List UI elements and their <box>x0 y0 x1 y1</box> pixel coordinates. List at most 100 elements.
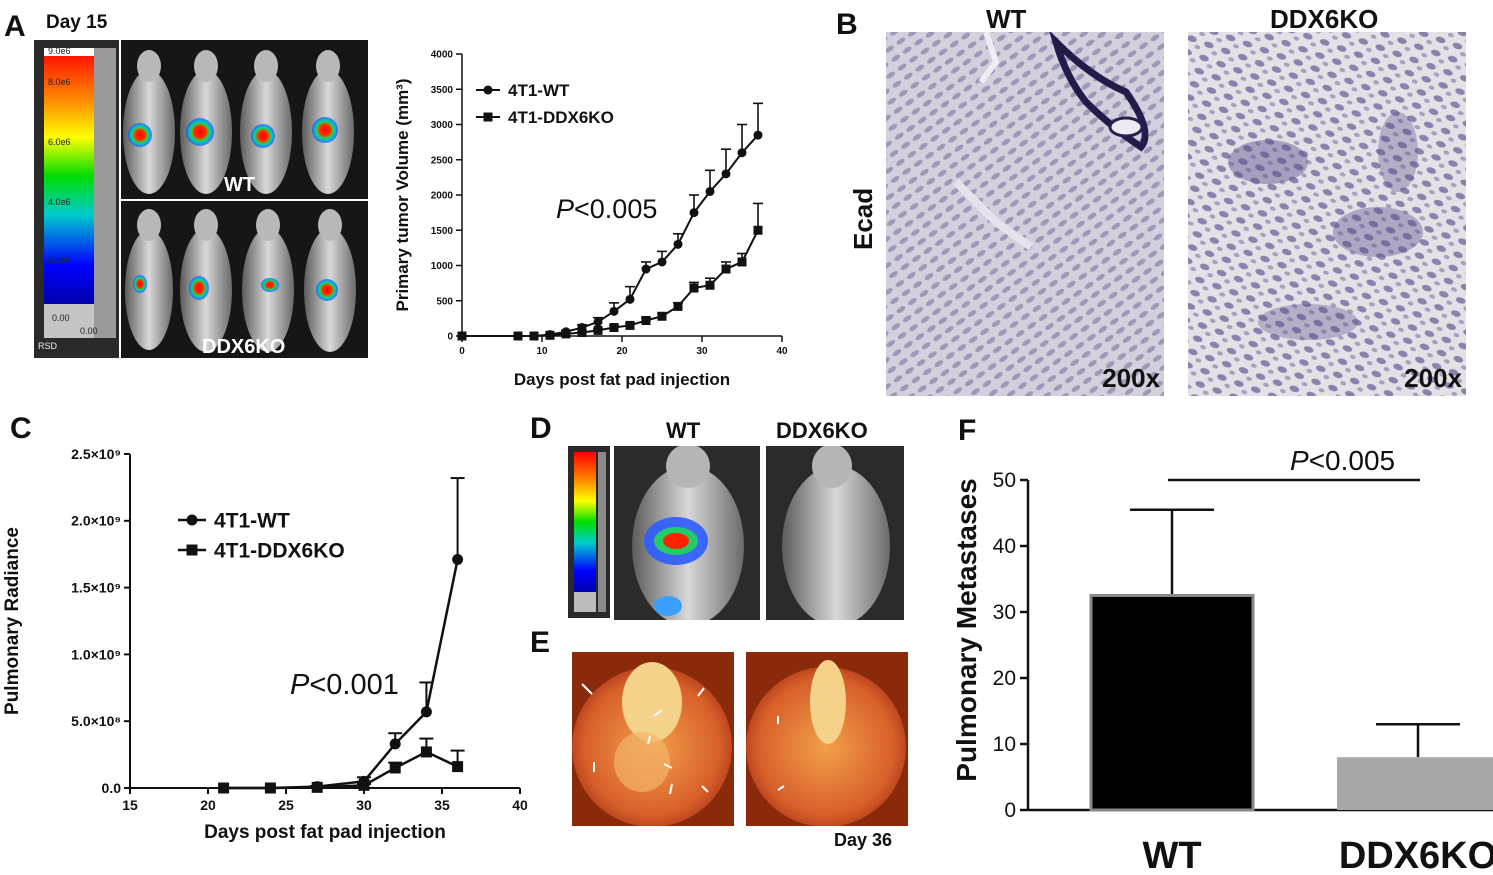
scale-label: 2.0e6 <box>48 255 71 265</box>
tumor-volume-chart: 0 500 1000 1500 2000 2500 3000 3500 4000 0 10 20 30 4… <box>393 50 788 390</box>
data-point <box>389 762 401 774</box>
y-tick-label: 1.0×10⁹ <box>71 646 121 662</box>
data-point <box>705 280 715 290</box>
data-point <box>657 311 667 321</box>
y-tick-label: 1000 <box>431 261 454 272</box>
histology-image-wt: 200x <box>886 32 1164 396</box>
y-tick-label: 3000 <box>431 120 454 131</box>
y-tick-label: 0 <box>447 332 453 343</box>
y-tick-label: 5.0×10⁸ <box>71 713 121 729</box>
x-tick-label: 25 <box>278 797 294 813</box>
ivis-image-wt-d <box>614 446 760 620</box>
x-tick-label: 10 <box>536 346 548 357</box>
x-category-label: WT <box>1142 835 1201 875</box>
x-category-label: DDX6KO <box>1339 835 1493 875</box>
data-point <box>609 323 619 333</box>
x-tick-label: 20 <box>200 797 216 813</box>
scale-label-bottom: 0.00 <box>80 326 98 336</box>
legend-label: 4T1-DDX6KO <box>508 108 614 127</box>
data-point <box>545 330 555 340</box>
data-point <box>457 331 467 341</box>
bar-ddx6ko <box>1337 757 1493 810</box>
group-label-wt: WT <box>224 174 256 196</box>
data-point <box>311 781 323 793</box>
data-point <box>264 782 276 794</box>
ivis-image-panel-a: 9.0e6 8.0e6 6.0e6 4.0e6 2.0e6 0.00 0.00 … <box>34 40 368 358</box>
y-tick-label: 0.0 <box>102 780 122 796</box>
data-point <box>609 306 619 316</box>
data-point <box>420 746 432 758</box>
data-point <box>657 257 667 267</box>
y-tick-label: 1.5×10⁹ <box>71 580 121 596</box>
y-axis-label: Pulmonary Metastases <box>951 478 982 781</box>
data-point <box>452 761 464 773</box>
lung-image-wt <box>572 652 734 826</box>
group-label-ddx6ko: DDX6KO <box>202 336 286 358</box>
y-tick-label: 4000 <box>431 50 454 61</box>
scale-bar-d <box>568 446 610 618</box>
data-point <box>625 320 635 330</box>
data-point <box>593 325 603 335</box>
data-point <box>641 315 651 325</box>
data-point <box>358 779 370 791</box>
data-point <box>721 264 731 274</box>
lung-image-ddx6ko <box>746 652 908 826</box>
data-point <box>593 317 603 327</box>
legend-marker <box>186 544 198 556</box>
p-value-annotation: P<0.005 <box>556 194 657 224</box>
y-tick-label: 10 <box>993 733 1016 756</box>
data-point <box>577 327 587 337</box>
bar-wt <box>1089 594 1255 812</box>
y-tick-label: 2.5×10⁹ <box>71 446 121 462</box>
panel-letter-c: C <box>10 412 32 445</box>
data-point <box>529 331 539 341</box>
panel-letter-d: D <box>530 412 552 445</box>
x-tick-label: 30 <box>696 346 708 357</box>
x-axis-label: Days post fat pad injection <box>204 822 446 843</box>
legend-label: 4T1-WT <box>214 509 290 532</box>
x-tick-label: 35 <box>434 797 450 813</box>
y-tick-label: 500 <box>436 296 453 307</box>
data-point <box>689 208 699 218</box>
data-point <box>673 239 683 249</box>
legend-marker <box>483 112 493 122</box>
panel-letter-b: B <box>836 8 858 41</box>
metastases-bar-chart: 0 10 20 30 40 50 Pulmonary Metastases WT DDX6KO P… <box>951 445 1493 875</box>
data-point <box>689 283 699 293</box>
y-tick-label: 2500 <box>431 155 454 166</box>
day-label-e: Day 36 <box>834 830 893 850</box>
y-axis-label: Pulmonary Radiance <box>2 527 23 715</box>
histology-image-ddx6ko: 200x <box>1188 32 1466 396</box>
data-point <box>625 294 635 304</box>
data-point <box>753 130 763 140</box>
legend-label: 4T1-DDX6KO <box>214 539 345 562</box>
scale-label-max: 9.0e6 <box>48 46 71 56</box>
y-tick-label: 2.0×10⁹ <box>71 513 121 529</box>
panel-letter-a: A <box>4 10 26 43</box>
p-value-annotation: P<0.001 <box>290 669 399 701</box>
ivis-image-ddx6ko-d <box>766 446 904 620</box>
x-tick-label: 40 <box>512 797 528 813</box>
data-point <box>513 331 523 341</box>
legend-marker <box>186 514 198 526</box>
column-label-ddx6ko: DDX6KO <box>1270 4 1379 34</box>
column-label-ddx6ko-d: DDX6KO <box>776 418 868 443</box>
y-tick-label: 50 <box>993 469 1016 492</box>
data-point <box>561 329 571 339</box>
data-point <box>721 169 731 179</box>
data-point <box>218 782 230 794</box>
y-tick-label: 3500 <box>431 85 454 96</box>
column-label-wt: WT <box>986 4 1027 34</box>
x-axis-label: Days post fat pad injection <box>514 370 730 389</box>
legend-label: 4T1-WT <box>508 81 570 100</box>
y-tick-label: 0 <box>1004 799 1016 822</box>
data-point <box>389 738 401 750</box>
data-point <box>420 706 432 718</box>
p-value-annotation: P<0.005 <box>1290 445 1395 476</box>
column-label-wt-d: WT <box>666 418 701 443</box>
pulmonary-radiance-chart: 0.0 5.0×10⁸ 1.0×10⁹ 1.5×10⁹ 2.0×10⁹ 2.5×10⁹ 15… <box>2 446 528 843</box>
scale-unit: RSD <box>38 341 58 351</box>
y-tick-label: 20 <box>993 667 1016 690</box>
y-axis-label: Primary tumor Volume (mm³) <box>393 78 412 311</box>
y-tick-label: 30 <box>993 601 1016 624</box>
